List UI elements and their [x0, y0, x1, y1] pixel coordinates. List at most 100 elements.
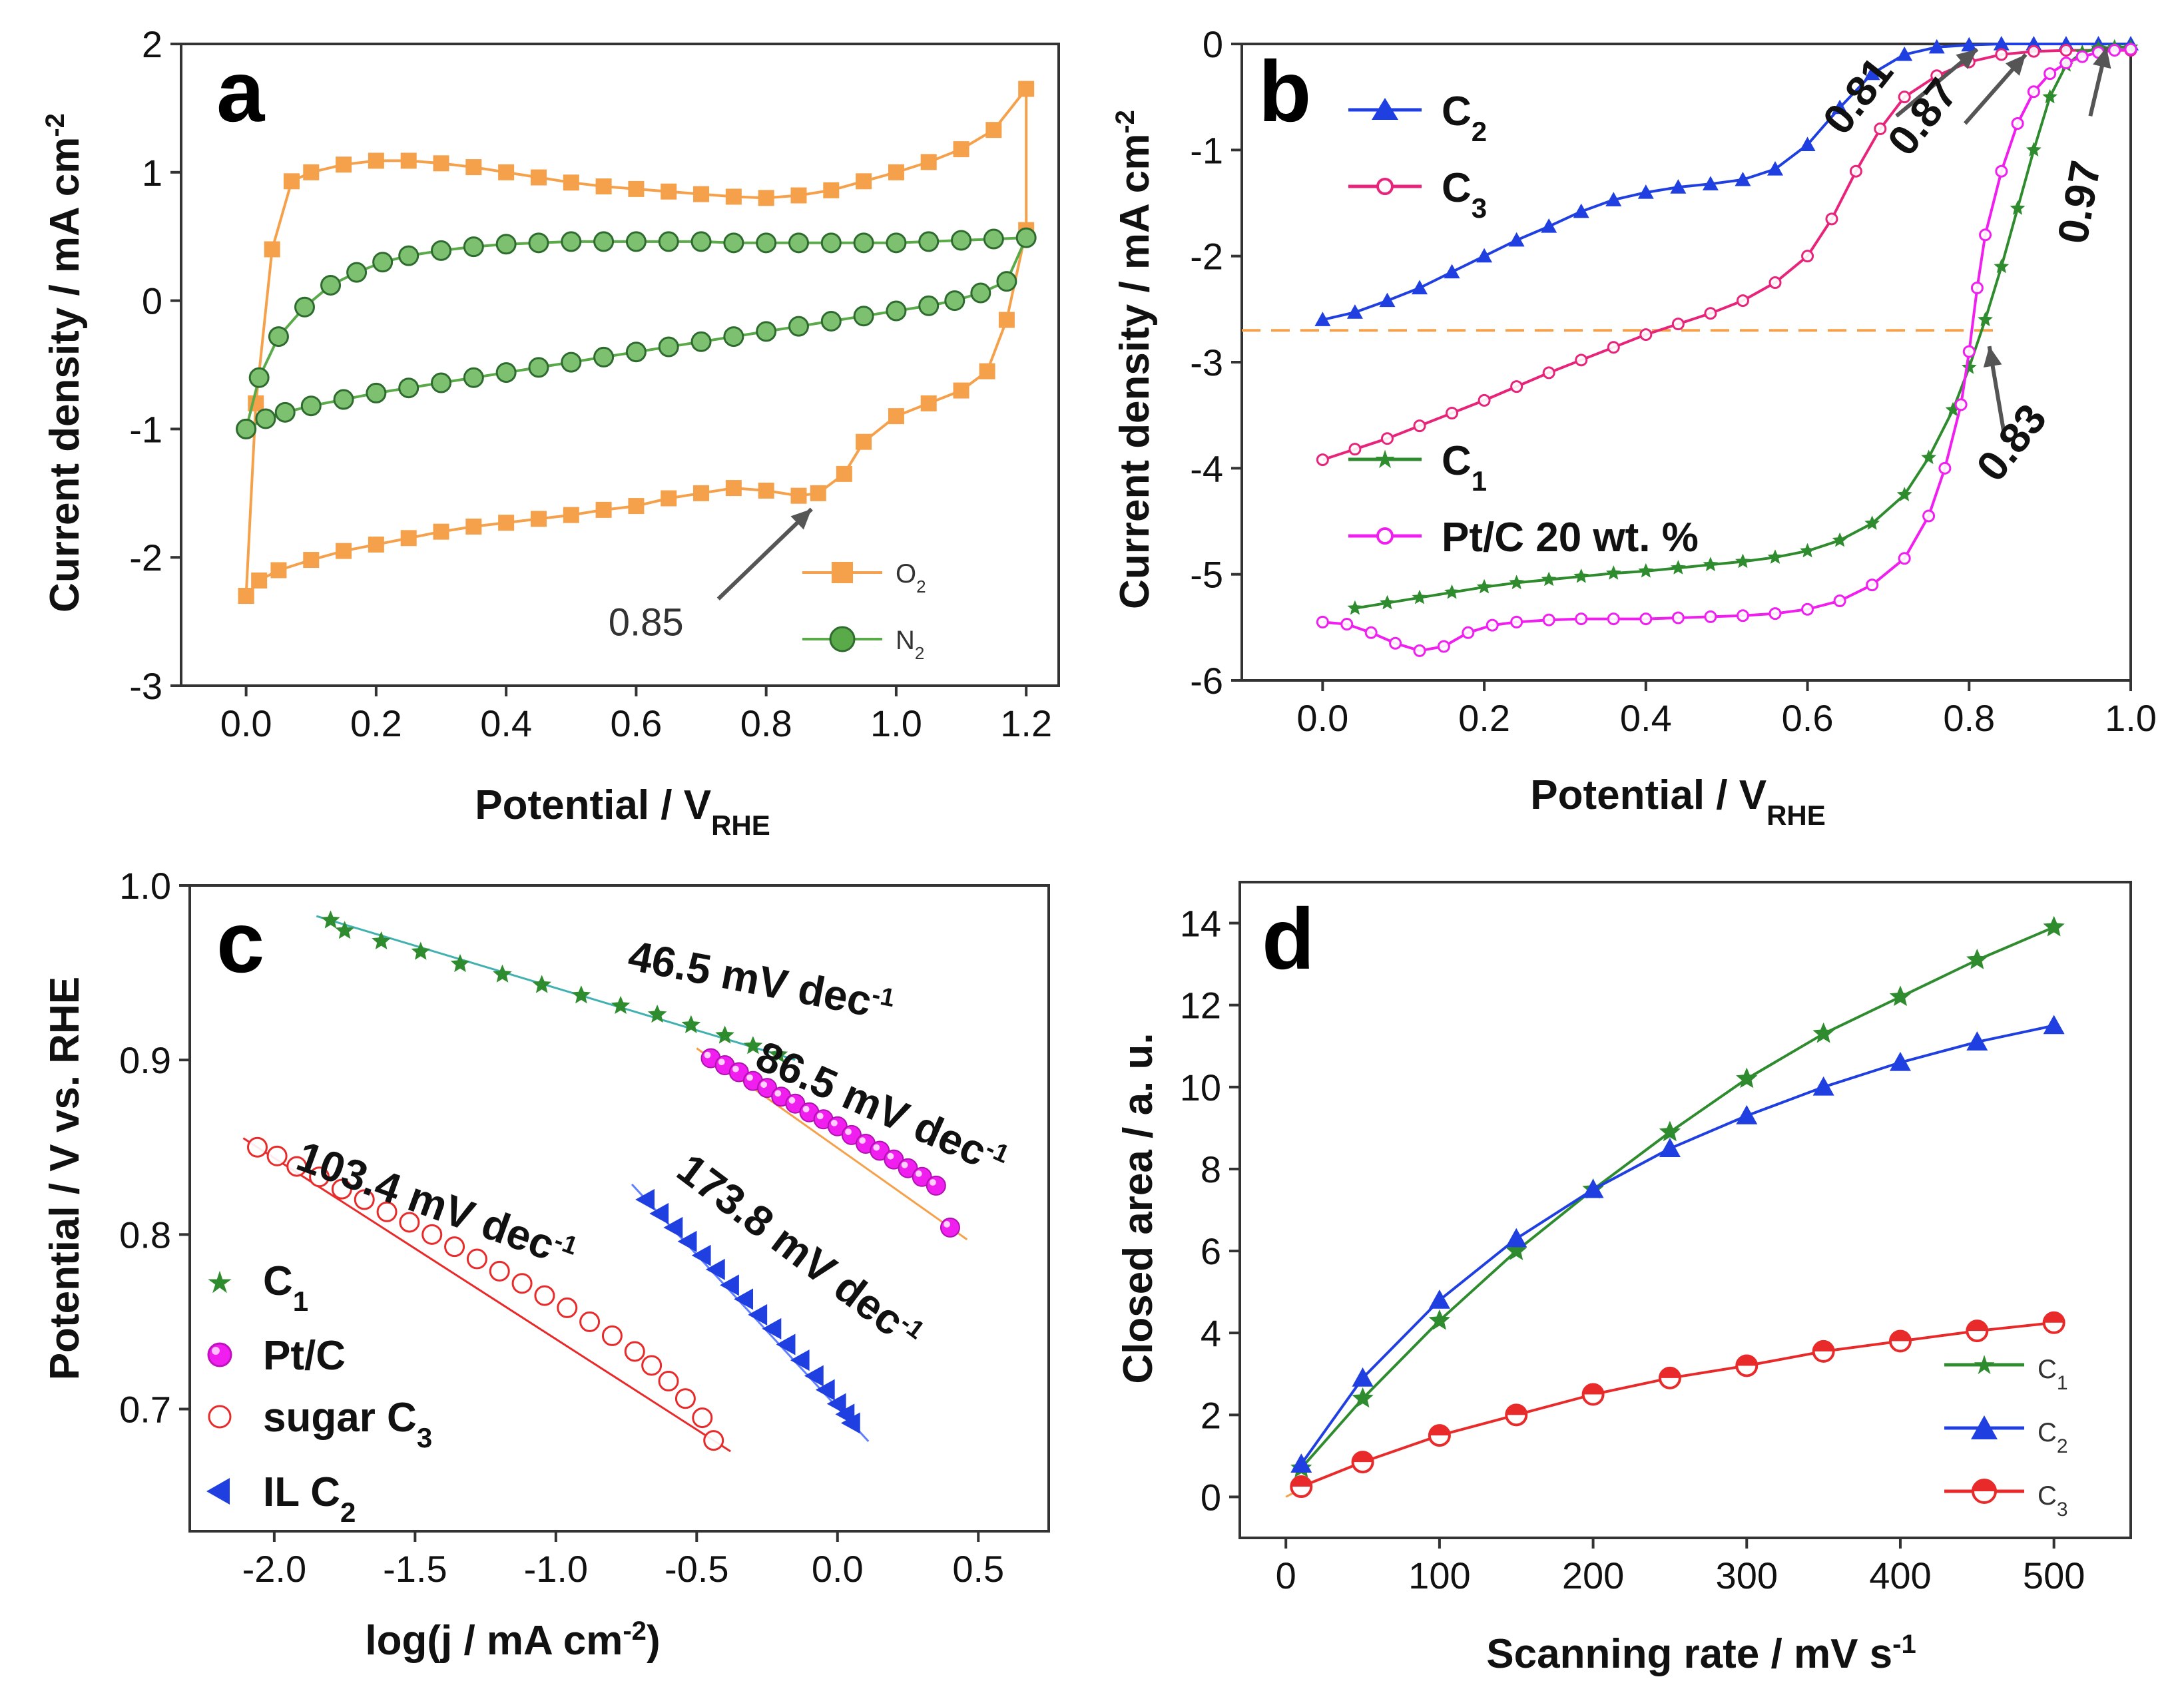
data-point-sugar C3 — [354, 1189, 375, 1210]
data-point-O2 — [498, 515, 515, 531]
data-point-C1 — [1380, 595, 1395, 610]
data-point-Pt/C 20 wt. % — [1413, 644, 1426, 657]
data-point-C2 — [1702, 176, 1719, 190]
legend-label-ptc: Pt/C — [263, 1333, 346, 1379]
panel-c-xlabel: log(j / mA cm-2) — [365, 1616, 660, 1664]
y-tick-label-c: 0.9 — [119, 1039, 171, 1081]
data-point-N2 — [996, 271, 1017, 292]
data-point-sugar C3 — [399, 1212, 420, 1233]
y-tick-label-d: 2 — [1201, 1394, 1221, 1436]
data-point-Pt/C-highlight — [887, 1152, 894, 1160]
x-tick-label-c: 0.0 — [812, 1548, 864, 1590]
x-tick-label-a: 1.0 — [870, 702, 922, 744]
panel-c-ylabel: Potential / V vs. RHE — [42, 977, 88, 1380]
data-point-C3-fill — [1967, 1321, 1988, 1332]
panel-d-plot: 0 100 200 300 400 500 0 2 4 6 8 10 12 14 — [1180, 881, 2132, 1596]
data-point-Pt/C-highlight — [944, 1221, 950, 1228]
y-tick-label-a: 0 — [142, 280, 162, 322]
data-point-C1 — [2026, 142, 2042, 156]
data-point-O2 — [530, 511, 547, 527]
data-point-N2 — [561, 231, 582, 252]
data-point-O2 — [433, 523, 449, 540]
data-point-N2 — [255, 408, 276, 429]
data-point-O2 — [368, 152, 384, 169]
data-point-N2 — [431, 240, 452, 261]
y-tick-label-b: -6 — [1190, 660, 1223, 702]
data-point-N2 — [593, 346, 615, 367]
legend-label-c1: C1 — [263, 1258, 308, 1317]
data-point-sugar C3 — [692, 1407, 713, 1429]
plot-frame-c — [188, 884, 1050, 1533]
data-point-C2 — [1352, 1367, 1374, 1387]
x-tick-label-c: 0.5 — [952, 1548, 1004, 1590]
data-point-C3-fill — [1506, 1405, 1527, 1415]
data-point-sugar C3 — [579, 1311, 601, 1332]
data-point-N2 — [398, 245, 419, 266]
panel-a-ylabel: Current density / mA cm-2 — [41, 113, 88, 612]
panel-b-letter: b — [1258, 43, 1311, 140]
legend-marker-c3-fill — [1973, 1480, 1996, 1491]
data-point-O2 — [283, 173, 300, 190]
data-point-C2 — [1966, 1031, 1988, 1051]
data-point-O2 — [856, 433, 872, 450]
data-point-N2 — [820, 232, 842, 254]
legend-marker-ptc — [1376, 527, 1394, 545]
data-point-O2 — [563, 174, 579, 191]
data-point-C1 — [1961, 360, 1977, 374]
data-point-N2 — [625, 231, 647, 252]
data-point-C1 — [1573, 568, 1589, 583]
legend-label-c3: C3 — [2038, 1481, 2068, 1521]
data-point-N2 — [853, 232, 874, 254]
data-point-N2 — [658, 336, 679, 358]
data-point-sugar C3 — [286, 1156, 308, 1177]
legend-marker-c3 — [1376, 178, 1394, 195]
data-point-C3 — [1898, 91, 1911, 104]
data-point-O2 — [1018, 81, 1035, 97]
data-point-N2 — [658, 231, 679, 252]
data-point-O2 — [979, 363, 995, 379]
panel-c: Potential / V vs. RHE log(j / mA cm-2) c… — [42, 893, 661, 1664]
data-point-C2 — [1505, 1228, 1527, 1248]
series-line-C2 — [1322, 43, 2131, 322]
data-point-C3-fill — [1813, 1341, 1834, 1351]
data-point-Pt/C 20 wt. % — [1736, 609, 1749, 622]
data-point-Pt/C-highlight — [732, 1065, 739, 1073]
data-point-O2 — [920, 395, 937, 411]
data-point-O2 — [368, 536, 384, 553]
data-point-Pt/C-highlight — [704, 1051, 711, 1059]
data-point-C2 — [1412, 280, 1428, 295]
plot-frame-d — [1238, 881, 2132, 1539]
data-point-sugar C3 — [247, 1136, 268, 1158]
data-point-Pt/C-highlight — [746, 1074, 753, 1081]
data-point-C2 — [1670, 179, 1687, 194]
y-tick-label-d: 10 — [1180, 1067, 1221, 1108]
annotation-0.85: 0.85 — [609, 601, 684, 644]
data-point-IL C2 — [748, 1304, 768, 1326]
fit-line-C1 — [316, 915, 796, 1061]
data-point-Pt/C 20 wt. % — [1866, 579, 1879, 592]
y-tick-label-b: -5 — [1190, 554, 1223, 596]
data-point-IL C2 — [815, 1379, 835, 1401]
data-point-C2 — [1582, 1178, 1604, 1198]
data-point-O2 — [303, 164, 320, 180]
data-point-Pt/C 20 wt. % — [1389, 636, 1402, 650]
data-point-C3 — [2059, 44, 2073, 57]
data-point-IL C2 — [790, 1349, 810, 1371]
panel-b-xlabel: Potential / VRHE — [1530, 772, 1826, 831]
panel-a-legend: O2 N2 — [802, 559, 926, 663]
data-point-C1 — [1832, 532, 1848, 547]
data-point-N2 — [756, 232, 777, 254]
data-point-IL C2 — [840, 1412, 860, 1434]
data-point-O2 — [595, 501, 612, 518]
legend-label-sugar-c3: sugar C3 — [263, 1395, 432, 1453]
data-point-N2 — [372, 252, 394, 273]
data-point-O2 — [725, 480, 742, 497]
data-point-N2 — [463, 367, 484, 388]
data-point-C2 — [1444, 264, 1460, 279]
data-point-C2 — [1928, 39, 1945, 54]
data-point-N2 — [690, 331, 712, 352]
data-point-C2 — [1896, 46, 1913, 61]
data-point-sugar C3 — [511, 1273, 533, 1294]
data-point-C1 — [1994, 258, 2010, 274]
data-point-Pt/C 20 wt. % — [1769, 607, 1782, 620]
